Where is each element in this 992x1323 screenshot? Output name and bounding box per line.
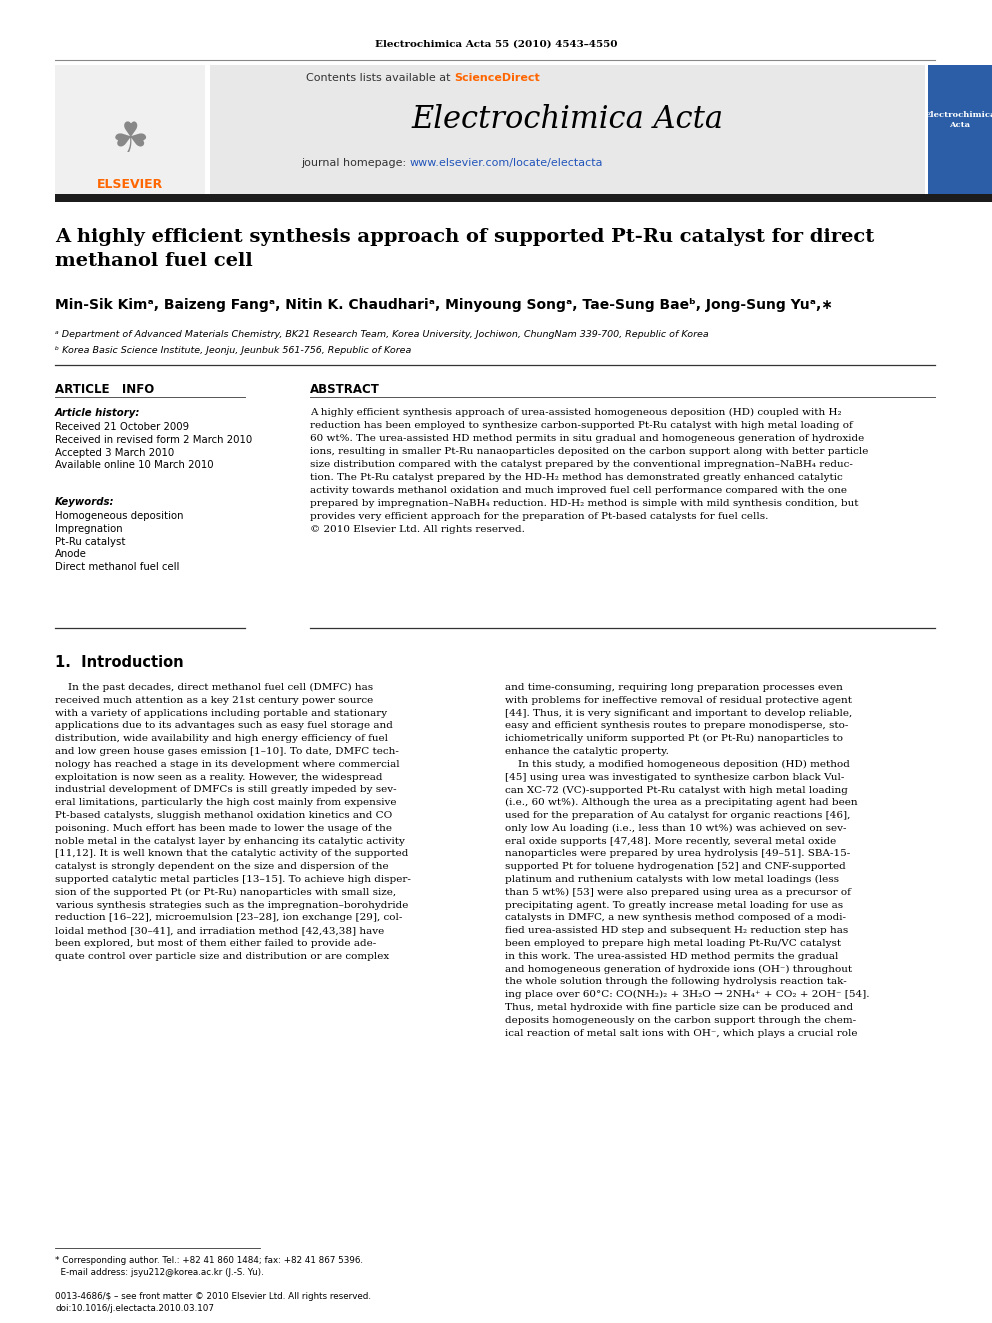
Text: ing place over 60°C: CO(NH₂)₂ + 3H₂O → 2NH₄⁺ + CO₂ + 2OH⁻ [54].: ing place over 60°C: CO(NH₂)₂ + 3H₂O → 2… [505,990,870,999]
Text: Impregnation: Impregnation [55,524,123,533]
Text: catalysts in DMFC, a new synthesis method composed of a modi-: catalysts in DMFC, a new synthesis metho… [505,913,846,922]
Text: ELSEVIER: ELSEVIER [97,179,163,192]
Text: Article history:: Article history: [55,407,141,418]
Text: Pt-Ru catalyst: Pt-Ru catalyst [55,537,126,546]
Text: ScienceDirect: ScienceDirect [454,73,540,83]
Text: fied urea-assisted HD step and subsequent H₂ reduction step has: fied urea-assisted HD step and subsequen… [505,926,848,935]
Text: used for the preparation of Au catalyst for organic reactions [46],: used for the preparation of Au catalyst … [505,811,850,820]
Text: sion of the supported Pt (or Pt-Ru) nanoparticles with small size,: sion of the supported Pt (or Pt-Ru) nano… [55,888,396,897]
Text: enhance the catalytic property.: enhance the catalytic property. [505,747,669,755]
Text: E-mail address: jsyu212@korea.ac.kr (J.-S. Yu).: E-mail address: jsyu212@korea.ac.kr (J.-… [55,1267,264,1277]
Text: platinum and ruthenium catalysts with low metal loadings (less: platinum and ruthenium catalysts with lo… [505,875,839,884]
Bar [55,65,205,194]
Text: ichiometrically uniform supported Pt (or Pt-Ru) nanoparticles to: ichiometrically uniform supported Pt (or… [505,734,843,744]
Text: In the past decades, direct methanol fuel cell (DMFC) has: In the past decades, direct methanol fue… [55,683,373,692]
Text: precipitating agent. To greatly increase metal loading for use as: precipitating agent. To greatly increase… [505,901,843,910]
Text: catalyst is strongly dependent on the size and dispersion of the: catalyst is strongly dependent on the si… [55,863,389,872]
Text: eral oxide supports [47,48]. More recently, several metal oxide: eral oxide supports [47,48]. More recent… [505,836,836,845]
Bar [928,65,992,194]
Text: Available online 10 March 2010: Available online 10 March 2010 [55,460,213,471]
Text: than 5 wt%) [53] were also prepared using urea as a precursor of: than 5 wt%) [53] were also prepared usin… [505,888,851,897]
Text: Received 21 October 2009: Received 21 October 2009 [55,422,189,433]
Text: nology has reached a stage in its development where commercial: nology has reached a stage in its develo… [55,759,400,769]
Text: ABSTRACT: ABSTRACT [310,382,380,396]
Text: prepared by impregnation–NaBH₄ reduction. HD-H₂ method is simple with mild synth: prepared by impregnation–NaBH₄ reduction… [310,499,858,508]
Text: exploitation is now seen as a reality. However, the widespread: exploitation is now seen as a reality. H… [55,773,383,782]
Text: [44]. Thus, it is very significant and important to develop reliable,: [44]. Thus, it is very significant and i… [505,709,852,717]
Text: ᵃ Department of Advanced Materials Chemistry, BK21 Research Team, Korea Universi: ᵃ Department of Advanced Materials Chemi… [55,329,708,339]
Text: 0013-4686/$ – see front matter © 2010 Elsevier Ltd. All rights reserved.: 0013-4686/$ – see front matter © 2010 El… [55,1293,371,1301]
Text: distribution, wide availability and high energy efficiency of fuel: distribution, wide availability and high… [55,734,388,744]
Text: 1.  Introduction: 1. Introduction [55,655,184,669]
Text: only low Au loading (i.e., less than 10 wt%) was achieved on sev-: only low Au loading (i.e., less than 10 … [505,824,846,833]
Text: received much attention as a key 21st century power source: received much attention as a key 21st ce… [55,696,373,705]
Bar [55,194,992,202]
Text: 60 wt%. The urea-assisted HD method permits in situ gradual and homogeneous gene: 60 wt%. The urea-assisted HD method perm… [310,434,864,443]
Text: Direct methanol fuel cell: Direct methanol fuel cell [55,562,180,573]
Text: doi:10.1016/j.electacta.2010.03.107: doi:10.1016/j.electacta.2010.03.107 [55,1304,214,1312]
Text: reduction has been employed to synthesize carbon-supported Pt-Ru catalyst with h: reduction has been employed to synthesiz… [310,421,853,430]
Text: Anode: Anode [55,549,87,560]
Text: supported Pt for toluene hydrogenation [52] and CNF-supported: supported Pt for toluene hydrogenation [… [505,863,846,872]
Text: eral limitations, particularly the high cost mainly from expensive: eral limitations, particularly the high … [55,798,397,807]
Text: (i.e., 60 wt%). Although the urea as a precipitating agent had been: (i.e., 60 wt%). Although the urea as a p… [505,798,858,807]
Text: deposits homogeneously on the carbon support through the chem-: deposits homogeneously on the carbon sup… [505,1016,856,1025]
Text: with problems for ineffective removal of residual protective agent: with problems for ineffective removal of… [505,696,852,705]
Text: Keywords:: Keywords: [55,497,114,507]
Text: tion. The Pt-Ru catalyst prepared by the HD-H₂ method has demonstrated greatly e: tion. The Pt-Ru catalyst prepared by the… [310,474,843,482]
Text: various synthesis strategies such as the impregnation–borohydride: various synthesis strategies such as the… [55,901,409,910]
Text: Electrochimica Acta: Electrochimica Acta [411,105,723,135]
Text: ᵇ Korea Basic Science Institute, Jeonju, Jeunbuk 561-756, Republic of Korea: ᵇ Korea Basic Science Institute, Jeonju,… [55,347,412,355]
Text: A highly efficient synthesis approach of supported Pt-Ru catalyst for direct
met: A highly efficient synthesis approach of… [55,228,874,270]
Text: [45] using urea was investigated to synthesize carbon black Vul-: [45] using urea was investigated to synt… [505,773,844,782]
Text: nanoparticles were prepared by urea hydrolysis [49–51]. SBA-15-: nanoparticles were prepared by urea hydr… [505,849,850,859]
Text: Electrochimica
Acta: Electrochimica Acta [925,111,992,128]
Text: Thus, metal hydroxide with fine particle size can be produced and: Thus, metal hydroxide with fine particle… [505,1003,853,1012]
Text: Electrochimica Acta 55 (2010) 4543–4550: Electrochimica Acta 55 (2010) 4543–4550 [375,40,617,49]
Text: Received in revised form 2 March 2010: Received in revised form 2 March 2010 [55,435,252,445]
Text: ARTICLE   INFO: ARTICLE INFO [55,382,154,396]
Text: poisoning. Much effort has been made to lower the usage of the: poisoning. Much effort has been made to … [55,824,392,832]
Text: Pt-based catalysts, sluggish methanol oxidation kinetics and CO: Pt-based catalysts, sluggish methanol ox… [55,811,392,820]
Text: provides very efficient approach for the preparation of Pt-based catalysts for f: provides very efficient approach for the… [310,512,769,521]
Text: In this study, a modified homogeneous deposition (HD) method: In this study, a modified homogeneous de… [505,759,850,769]
Text: ions, resulting in smaller Pt-Ru nanaoparticles deposited on the carbon support : ions, resulting in smaller Pt-Ru nanaopa… [310,447,868,456]
Text: industrial development of DMFCs is still greatly impeded by sev-: industrial development of DMFCs is still… [55,786,397,794]
Text: Homogeneous deposition: Homogeneous deposition [55,511,184,521]
Text: and low green house gases emission [1–10]. To date, DMFC tech-: and low green house gases emission [1–10… [55,747,399,755]
Text: noble metal in the catalyst layer by enhancing its catalytic activity: noble metal in the catalyst layer by enh… [55,836,405,845]
Text: in this work. The urea-assisted HD method permits the gradual: in this work. The urea-assisted HD metho… [505,951,838,960]
Text: been employed to prepare high metal loading Pt-Ru/VC catalyst: been employed to prepare high metal load… [505,939,841,949]
Text: reduction [16–22], microemulsion [23–28], ion exchange [29], col-: reduction [16–22], microemulsion [23–28]… [55,913,403,922]
Text: applications due to its advantages such as easy fuel storage and: applications due to its advantages such … [55,721,393,730]
Text: * Corresponding author. Tel.: +82 41 860 1484; fax: +82 41 867 5396.: * Corresponding author. Tel.: +82 41 860… [55,1256,363,1265]
Text: the whole solution through the following hydrolysis reaction tak-: the whole solution through the following… [505,978,847,987]
Text: with a variety of applications including portable and stationary: with a variety of applications including… [55,709,387,717]
Text: Accepted 3 March 2010: Accepted 3 March 2010 [55,447,175,458]
Text: ☘: ☘ [111,119,149,161]
Text: loidal method [30–41], and irradiation method [42,43,38] have: loidal method [30–41], and irradiation m… [55,926,384,935]
Text: journal homepage:: journal homepage: [302,157,410,168]
Text: easy and efficient synthesis routes to prepare monodisperse, sto-: easy and efficient synthesis routes to p… [505,721,848,730]
Text: © 2010 Elsevier Ltd. All rights reserved.: © 2010 Elsevier Ltd. All rights reserved… [310,525,525,534]
Text: size distribution compared with the catalyst prepared by the conventional impreg: size distribution compared with the cata… [310,460,853,468]
Text: and homogeneous generation of hydroxide ions (OH⁻) throughout: and homogeneous generation of hydroxide … [505,964,852,974]
Text: A highly efficient synthesis approach of urea-assisted homogeneous deposition (H: A highly efficient synthesis approach of… [310,407,841,417]
Text: and time-consuming, requiring long preparation processes even: and time-consuming, requiring long prepa… [505,683,843,692]
Text: activity towards methanol oxidation and much improved fuel cell performance comp: activity towards methanol oxidation and … [310,486,847,495]
Text: [11,12]. It is well known that the catalytic activity of the supported: [11,12]. It is well known that the catal… [55,849,409,859]
Text: ical reaction of metal salt ions with OH⁻, which plays a crucial role: ical reaction of metal salt ions with OH… [505,1028,857,1037]
Text: quate control over particle size and distribution or are complex: quate control over particle size and dis… [55,951,389,960]
Text: Min-Sik Kimᵃ, Baizeng Fangᵃ, Nitin K. Chaudhariᵃ, Minyoung Songᵃ, Tae-Sung Baeᵇ,: Min-Sik Kimᵃ, Baizeng Fangᵃ, Nitin K. Ch… [55,298,833,312]
Text: can XC-72 (VC)-supported Pt-Ru catalyst with high metal loading: can XC-72 (VC)-supported Pt-Ru catalyst … [505,786,848,795]
Bar [210,65,925,194]
Text: www.elsevier.com/locate/electacta: www.elsevier.com/locate/electacta [410,157,603,168]
Text: Contents lists available at: Contents lists available at [306,73,454,83]
Text: been explored, but most of them either failed to provide ade-: been explored, but most of them either f… [55,939,376,949]
Text: supported catalytic metal particles [13–15]. To achieve high disper-: supported catalytic metal particles [13–… [55,875,411,884]
